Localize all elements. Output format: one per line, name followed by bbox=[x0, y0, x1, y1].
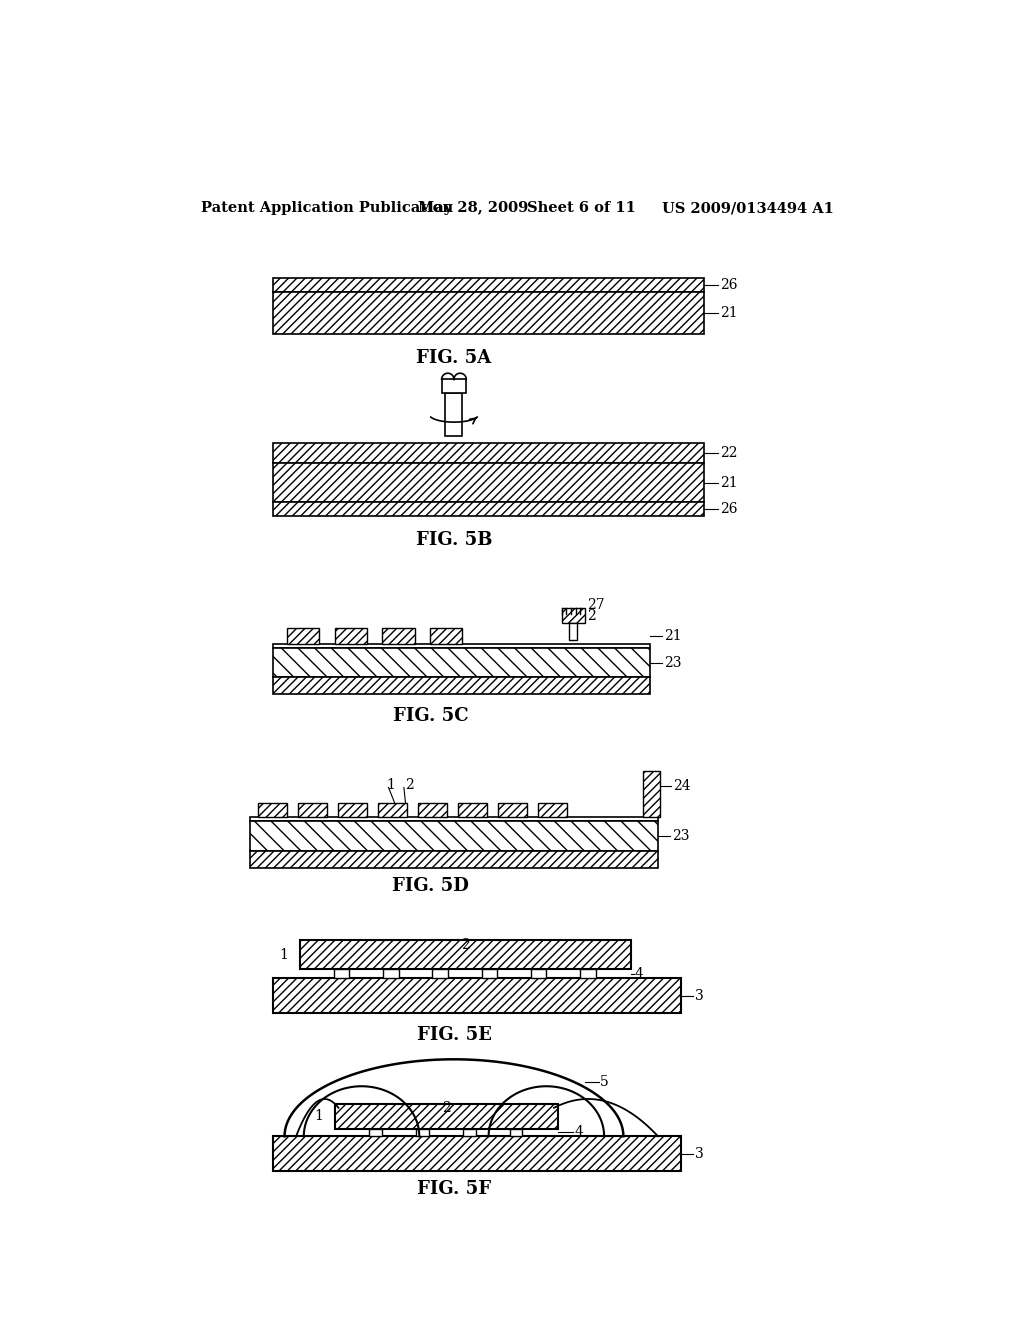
Bar bbox=[538, 803, 567, 817]
Text: 24: 24 bbox=[674, 779, 691, 793]
Bar bbox=[441, 379, 466, 393]
Text: FIG. 5E: FIG. 5E bbox=[417, 1026, 492, 1044]
Bar bbox=[273, 292, 705, 334]
Bar bbox=[258, 803, 287, 817]
Bar bbox=[335, 1104, 558, 1129]
Bar bbox=[334, 969, 349, 978]
Bar bbox=[273, 677, 650, 694]
Bar bbox=[643, 771, 659, 817]
Text: 3: 3 bbox=[695, 1147, 703, 1160]
Text: 1: 1 bbox=[314, 1109, 323, 1123]
Bar bbox=[273, 277, 705, 292]
Text: 26: 26 bbox=[720, 502, 738, 516]
Text: 2: 2 bbox=[587, 609, 596, 623]
Text: 23: 23 bbox=[672, 829, 689, 843]
Bar bbox=[378, 803, 407, 817]
Text: 1: 1 bbox=[280, 948, 289, 961]
Text: 5: 5 bbox=[600, 1076, 609, 1089]
Bar bbox=[416, 1129, 429, 1137]
Bar bbox=[273, 463, 705, 502]
Bar bbox=[300, 940, 631, 969]
Text: FIG. 5A: FIG. 5A bbox=[417, 350, 492, 367]
Bar bbox=[463, 1129, 475, 1137]
Bar bbox=[418, 803, 447, 817]
Bar bbox=[481, 969, 497, 978]
Bar bbox=[569, 623, 578, 640]
Text: May 28, 2009: May 28, 2009 bbox=[418, 202, 528, 215]
Bar bbox=[273, 648, 650, 677]
Text: 22: 22 bbox=[720, 446, 738, 461]
Bar bbox=[273, 502, 705, 516]
Text: 23: 23 bbox=[665, 656, 682, 669]
Bar bbox=[498, 803, 527, 817]
Text: Patent Application Publication: Patent Application Publication bbox=[202, 202, 454, 215]
Bar bbox=[383, 969, 398, 978]
Text: FIG. 5B: FIG. 5B bbox=[416, 531, 493, 549]
Text: Sheet 6 of 11: Sheet 6 of 11 bbox=[527, 202, 636, 215]
Bar bbox=[335, 628, 367, 644]
Text: 4: 4 bbox=[574, 1126, 584, 1139]
Bar bbox=[445, 393, 463, 436]
Text: 2: 2 bbox=[406, 779, 414, 792]
Text: 21: 21 bbox=[720, 306, 738, 319]
Bar bbox=[273, 644, 650, 648]
Text: 21: 21 bbox=[665, 628, 682, 643]
Bar bbox=[562, 609, 585, 623]
Bar bbox=[531, 969, 547, 978]
Text: 21: 21 bbox=[720, 475, 738, 490]
Bar bbox=[287, 628, 319, 644]
Text: 2: 2 bbox=[461, 937, 470, 952]
Bar bbox=[250, 821, 658, 850]
Text: FIG. 5C: FIG. 5C bbox=[393, 708, 469, 725]
Bar bbox=[273, 444, 705, 463]
Bar bbox=[370, 1129, 382, 1137]
Text: 4: 4 bbox=[635, 966, 644, 981]
Bar bbox=[458, 803, 487, 817]
Text: 3: 3 bbox=[695, 989, 703, 1003]
Bar bbox=[430, 628, 463, 644]
Bar bbox=[273, 978, 681, 1014]
Bar bbox=[432, 969, 447, 978]
Bar bbox=[250, 817, 658, 821]
Bar bbox=[298, 803, 327, 817]
Text: US 2009/0134494 A1: US 2009/0134494 A1 bbox=[662, 202, 834, 215]
Bar bbox=[510, 1129, 522, 1137]
Text: 1: 1 bbox=[386, 779, 395, 792]
Text: 26: 26 bbox=[720, 277, 738, 292]
Bar bbox=[273, 1137, 681, 1171]
Bar bbox=[338, 803, 367, 817]
Text: 2: 2 bbox=[442, 1101, 451, 1115]
Text: FIG. 5F: FIG. 5F bbox=[417, 1180, 492, 1199]
Text: FIG. 5D: FIG. 5D bbox=[392, 876, 469, 895]
Bar bbox=[250, 850, 658, 867]
Text: 27: 27 bbox=[587, 598, 605, 612]
Bar bbox=[382, 628, 415, 644]
Bar bbox=[581, 969, 596, 978]
